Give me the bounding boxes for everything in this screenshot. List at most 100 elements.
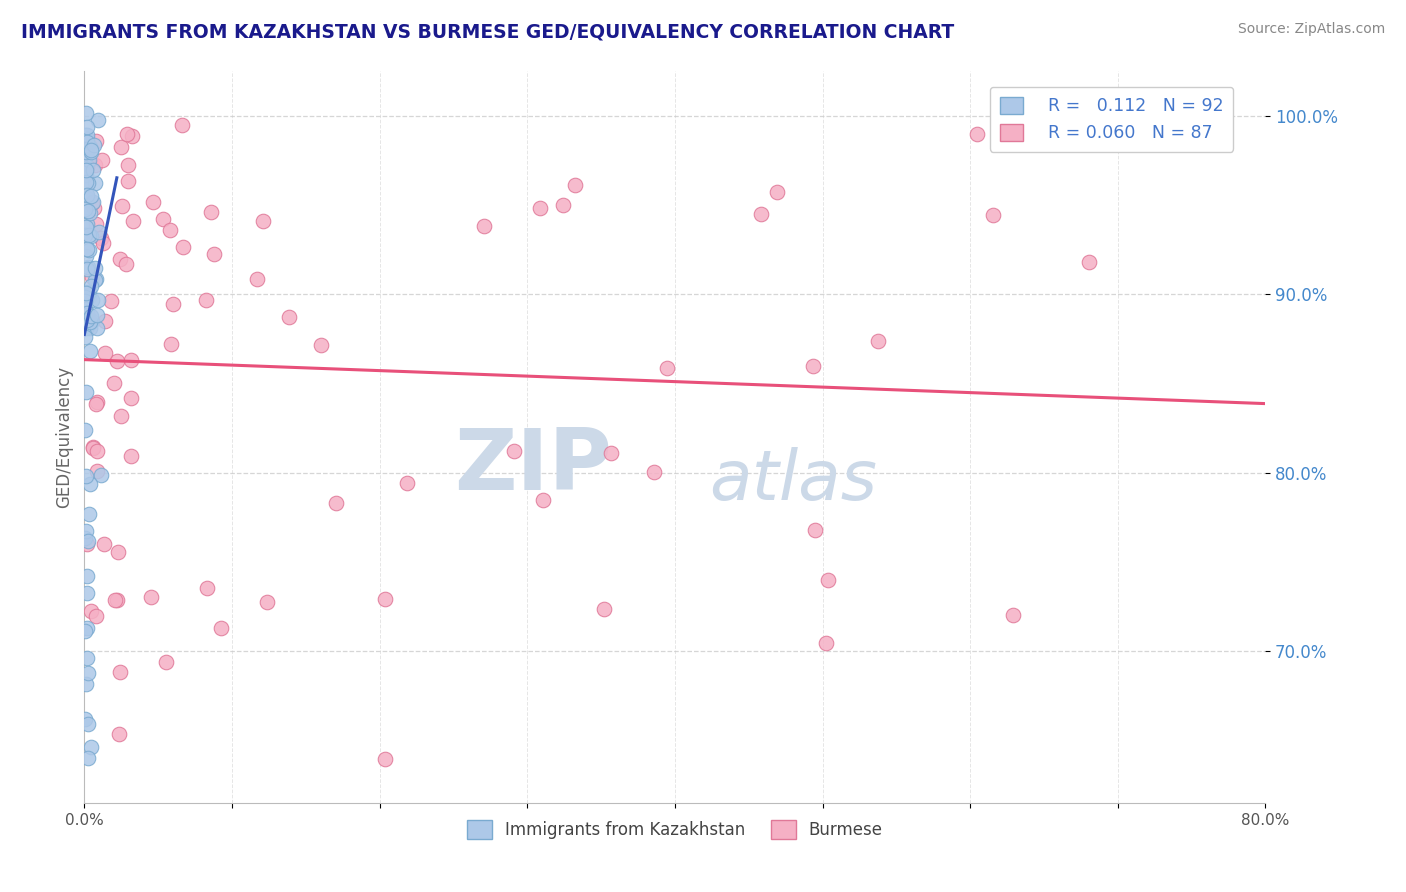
Point xyxy=(79,315,101,329)
Point xyxy=(309,338,332,352)
Point xyxy=(75,161,97,175)
Point xyxy=(84,273,107,287)
Point xyxy=(76,289,98,303)
Point xyxy=(593,602,616,616)
Point xyxy=(76,313,98,327)
Point xyxy=(966,127,988,141)
Point xyxy=(76,148,98,162)
Point xyxy=(75,162,97,177)
Point xyxy=(86,444,108,458)
Point xyxy=(75,285,97,300)
Point xyxy=(84,397,107,411)
Point xyxy=(75,531,97,545)
Point xyxy=(75,321,97,335)
Point xyxy=(77,153,100,168)
Point xyxy=(75,286,97,301)
Point xyxy=(529,202,551,216)
Point xyxy=(599,446,621,460)
Point xyxy=(110,140,132,154)
Point xyxy=(160,336,183,351)
Point xyxy=(120,391,142,405)
Point xyxy=(107,727,129,741)
Point xyxy=(84,134,107,148)
Point xyxy=(87,293,110,308)
Point xyxy=(374,591,396,606)
Point xyxy=(76,143,98,157)
Point xyxy=(110,409,132,424)
Point xyxy=(117,158,139,172)
Point xyxy=(983,208,1005,222)
Point xyxy=(79,320,101,334)
Point xyxy=(89,225,111,239)
Point xyxy=(79,344,101,359)
Point xyxy=(75,294,97,309)
Point xyxy=(76,159,98,173)
Point xyxy=(75,142,97,156)
Text: IMMIGRANTS FROM KAZAKHSTAN VS BURMESE GED/EQUIVALENCY CORRELATION CHART: IMMIGRANTS FROM KAZAKHSTAN VS BURMESE GE… xyxy=(21,22,955,41)
Text: atlas: atlas xyxy=(709,448,877,515)
Point xyxy=(75,285,97,300)
Point xyxy=(141,590,163,604)
Point xyxy=(76,217,98,231)
Point xyxy=(110,665,132,679)
Point xyxy=(211,621,233,635)
Point xyxy=(80,279,103,293)
Point xyxy=(79,739,101,754)
Legend: Immigrants from Kazakhstan, Burmese: Immigrants from Kazakhstan, Burmese xyxy=(460,814,890,846)
Point xyxy=(76,750,98,764)
Point xyxy=(77,310,100,325)
Point xyxy=(162,297,184,311)
Point xyxy=(75,202,97,217)
Point xyxy=(90,467,112,482)
Point xyxy=(84,217,107,231)
Point xyxy=(75,329,97,343)
Point xyxy=(246,271,269,285)
Point xyxy=(82,314,104,328)
Point xyxy=(172,240,194,254)
Point xyxy=(75,227,97,242)
Point xyxy=(76,135,98,149)
Point xyxy=(122,213,145,227)
Point xyxy=(76,243,98,257)
Point xyxy=(75,105,97,120)
Point xyxy=(277,310,299,324)
Point xyxy=(90,231,112,245)
Point xyxy=(564,178,586,193)
Point xyxy=(553,198,575,212)
Point xyxy=(117,174,139,188)
Point xyxy=(1002,608,1025,623)
Point xyxy=(75,423,97,437)
Point xyxy=(643,465,665,479)
Point xyxy=(80,604,103,618)
Point xyxy=(80,145,103,160)
Point xyxy=(83,138,105,153)
Point xyxy=(75,128,97,142)
Point xyxy=(79,140,101,154)
Point xyxy=(531,492,554,507)
Point xyxy=(100,294,122,309)
Point xyxy=(76,128,98,142)
Point xyxy=(503,443,526,458)
Point xyxy=(751,206,773,220)
Point xyxy=(76,537,98,551)
Point xyxy=(75,290,97,304)
Point xyxy=(75,219,97,234)
Point xyxy=(111,199,134,213)
Point xyxy=(121,128,143,143)
Point xyxy=(472,219,495,233)
Point xyxy=(80,229,103,244)
Point xyxy=(79,206,101,220)
Point xyxy=(76,717,98,731)
Point xyxy=(76,191,98,205)
Point xyxy=(77,285,100,300)
Point xyxy=(76,204,98,219)
Point xyxy=(76,621,98,635)
Point xyxy=(77,244,100,258)
Point xyxy=(76,132,98,146)
Point xyxy=(120,449,142,463)
Point xyxy=(75,249,97,263)
Point xyxy=(76,651,98,665)
Point xyxy=(114,257,136,271)
Point xyxy=(82,194,104,209)
Point xyxy=(105,354,128,368)
